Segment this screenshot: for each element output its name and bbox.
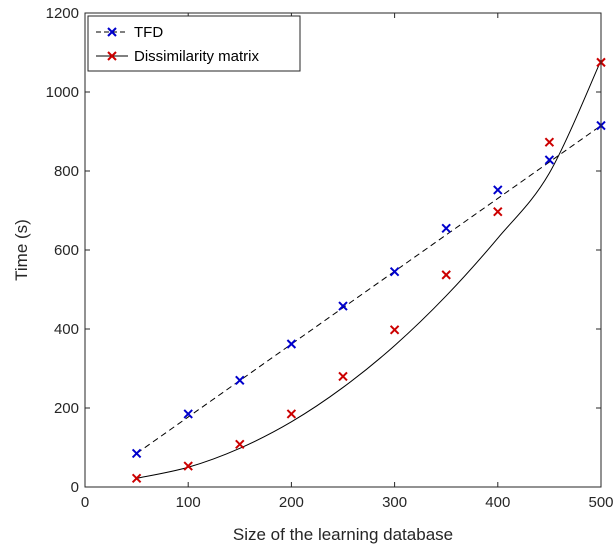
marker-stroke (183, 461, 193, 471)
x-tick-label: 100 (176, 494, 201, 511)
x-tick-label: 500 (588, 494, 613, 511)
marker-stroke (441, 270, 451, 280)
data-point (235, 375, 245, 386)
y-tick-label: 800 (54, 163, 79, 180)
data-point (235, 439, 245, 450)
data-point (441, 270, 451, 280)
x-tick-label: 200 (279, 494, 304, 511)
series-line-tfd (136, 125, 602, 454)
y-tick-label: 600 (54, 242, 79, 259)
y-tick-label: 0 (71, 479, 79, 496)
plot-frame (84, 12, 602, 488)
data-point (183, 461, 193, 471)
data-point (441, 223, 451, 233)
data-point (544, 155, 555, 165)
legend-marker (107, 27, 117, 37)
marker-stroke (389, 267, 400, 277)
marker-stroke (493, 185, 503, 195)
series-line-dissimilarity (136, 60, 602, 479)
marker-stroke (338, 371, 348, 382)
data-point (286, 409, 297, 419)
data-point (389, 325, 400, 335)
x-tick-label: 300 (382, 494, 407, 511)
legend: TFD Dissimilarity matrix (87, 15, 301, 72)
y-tick-label: 200 (54, 400, 79, 417)
data-point (286, 339, 297, 349)
legend-box (87, 15, 301, 72)
legend-marker (107, 51, 117, 61)
y-tick-label: 400 (54, 321, 79, 338)
legend-item: Dissimilarity matrix (96, 48, 259, 65)
data-point (338, 371, 348, 382)
data-point (544, 137, 555, 147)
data-point (493, 206, 503, 217)
data-point (131, 473, 142, 484)
marker-stroke (338, 301, 348, 311)
data-point (131, 448, 142, 459)
marker-stroke (544, 137, 555, 147)
x-tick-label: 400 (485, 494, 510, 511)
marker-stroke (131, 473, 142, 484)
data-point (389, 267, 400, 277)
x-axis-label: Size of the learning database (233, 525, 453, 544)
data-point (493, 185, 503, 195)
marker-stroke (235, 439, 245, 450)
data-point (338, 301, 348, 311)
y-tick-label: 1000 (46, 84, 79, 101)
marker-stroke (544, 155, 555, 165)
y-tick-label: 1200 (46, 5, 79, 22)
legend-label: TFD (134, 24, 163, 41)
marker-stroke (389, 325, 400, 335)
marker-stroke (235, 375, 245, 386)
marker-stroke (493, 206, 503, 217)
legend-item: TFD (96, 24, 163, 41)
y-axis-label: Time (s) (12, 219, 31, 281)
plot-area (131, 57, 606, 484)
legend-label: Dissimilarity matrix (134, 48, 259, 65)
x-tick-label: 0 (81, 494, 89, 511)
marker-stroke (286, 339, 297, 349)
marker-stroke (183, 409, 193, 419)
marker-stroke (131, 448, 142, 459)
data-point (183, 409, 193, 419)
marker-stroke (441, 223, 451, 233)
marker-stroke (286, 409, 297, 419)
axes: 0 100 200 300 400 500 0 200 400 600 800 1000 1200 (46, 5, 614, 511)
